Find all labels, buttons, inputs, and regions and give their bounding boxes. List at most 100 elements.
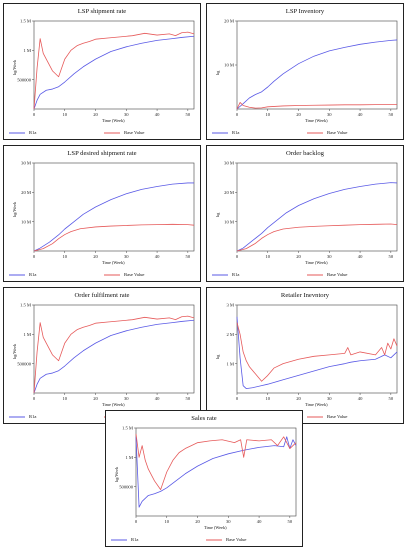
chart-svg: 0 10 20 30 40 50 10 M 20 M 30 M: [9, 161, 195, 276]
x-tick-label: 20: [296, 112, 301, 117]
series-line-base-value: [135, 433, 297, 490]
x-tick-label: 0: [33, 112, 36, 117]
y-tick-label: 1 M: [226, 361, 234, 366]
legend-label: Base Value: [124, 272, 145, 277]
x-tick-label: 20: [93, 396, 98, 401]
y-tick-label: 500000: [17, 361, 31, 366]
x-tick-label: 10: [265, 396, 270, 401]
x-axis-label: Time (Week): [102, 118, 125, 123]
y-axis-label: kg/Week: [12, 59, 17, 75]
chart-title: Retailer Inevntory: [280, 292, 330, 299]
x-axis-label: Time (Week): [305, 260, 328, 265]
legend-label: R1a: [29, 130, 37, 135]
chart-svg: 0 10 20 30 40 50 10 M 20 M: [212, 19, 398, 134]
y-tick-label: 1 M: [23, 332, 31, 337]
series-line-r1a: [33, 35, 195, 110]
x-tick-label: 0: [236, 396, 239, 401]
x-tick-label: 40: [257, 519, 262, 524]
y-tick-label: 30 M: [224, 161, 234, 166]
series-line-base-value: [33, 31, 195, 110]
x-tick-label: 30: [327, 112, 332, 117]
x-axis-label: Time (Week): [102, 260, 125, 265]
x-axis-label: Time (Week): [102, 402, 125, 407]
x-tick-label: 10: [265, 254, 270, 259]
chart-svg: 0 10 20 30 40 50 10 M 20 M 30 M: [212, 161, 398, 276]
legend-label: Base Value: [327, 130, 348, 135]
series-line-r1a: [33, 319, 195, 394]
legend-label: R1a: [232, 130, 240, 135]
chart-panel: LSP Inventory 0 10 20 30 40 50 10 M 20 M R1a Base …: [206, 3, 404, 140]
x-tick-label: 30: [327, 254, 332, 259]
y-tick-label: 10 M: [224, 63, 234, 68]
y-axis-label: kg: [215, 70, 220, 75]
y-axis-label: kg/Week: [114, 466, 119, 482]
chart-panel: Sales rate 0 10 20 30 40 50 500000 1 M 1.5 M R1a Ba…: [105, 410, 303, 547]
chart-title: LSP desired shipment rate: [67, 150, 137, 157]
series-line-base-value: [236, 223, 398, 252]
x-tick-label: 20: [195, 519, 200, 524]
y-tick-label: 10 M: [224, 219, 234, 224]
x-tick-label: 10: [62, 112, 67, 117]
x-tick-label: 50: [186, 112, 191, 117]
y-axis-label: kg/Week: [12, 201, 17, 217]
chart-panel: LSP shipment rate 0 10 20 30 40 50 500000 1 M 1.5…: [3, 3, 201, 140]
legend-label: Base Value: [226, 537, 247, 542]
x-tick-label: 30: [124, 396, 129, 401]
legend-label: Base Value: [124, 130, 145, 135]
chart-panel: Order backlog 0 10 20 30 40 50 10 M 20 M 30 M R1a B…: [206, 145, 404, 282]
x-tick-label: 20: [93, 254, 98, 259]
x-axis-label: Time (Week): [305, 402, 328, 407]
series-line-base-value: [236, 102, 397, 110]
x-tick-label: 30: [226, 519, 231, 524]
chart-svg: 0 10 20 30 40 50 500000 1 M 1.5 M: [9, 303, 195, 418]
chart-title: LSP Inventory: [285, 8, 325, 15]
x-tick-label: 0: [33, 254, 36, 259]
plot-area: [236, 162, 398, 252]
x-tick-label: 40: [155, 396, 160, 401]
x-axis-label: Time (Week): [305, 118, 328, 123]
y-axis-label: kg/Week: [12, 343, 17, 359]
legend-label: Base Value: [327, 414, 348, 419]
x-tick-label: 20: [93, 112, 98, 117]
x-tick-label: 30: [124, 112, 129, 117]
chart-svg: 0 10 20 30 40 50 500000 1 M 1.5 M: [9, 19, 195, 134]
y-tick-label: 20 M: [21, 190, 31, 195]
y-tick-label: 30 M: [21, 161, 31, 166]
x-tick-label: 40: [358, 254, 363, 259]
x-tick-label: 40: [358, 112, 363, 117]
plot-area: [236, 20, 398, 110]
legend-label: R1a: [29, 414, 37, 419]
chart-panel: LSP desired shipment rate 0 10 20 30 40 50 10 M…: [3, 145, 201, 282]
chart-panel: Order fulfilment rate 0 10 20 30 40 50 500000 1 …: [3, 287, 201, 424]
plot-area: [33, 20, 195, 110]
y-tick-label: 3 M: [226, 303, 234, 308]
x-tick-label: 50: [186, 254, 191, 259]
y-tick-label: 1.5 M: [122, 426, 133, 431]
chart-title: Order backlog: [286, 150, 324, 157]
x-tick-label: 30: [124, 254, 129, 259]
x-tick-label: 50: [389, 112, 394, 117]
plot-area: [135, 427, 297, 517]
series-line-r1a: [236, 316, 398, 389]
series-line-base-value: [33, 315, 195, 394]
y-tick-label: 20 M: [224, 19, 234, 24]
legend-label: R1a: [131, 537, 139, 542]
x-tick-label: 40: [358, 396, 363, 401]
x-tick-label: 20: [296, 396, 301, 401]
legend-label: R1a: [29, 272, 37, 277]
x-tick-label: 0: [135, 519, 138, 524]
x-tick-label: 10: [265, 112, 270, 117]
x-tick-label: 50: [186, 396, 191, 401]
y-tick-label: 2 M: [226, 332, 234, 337]
plot-area: [33, 304, 195, 394]
y-tick-label: 500000: [17, 77, 31, 82]
series-line-base-value: [236, 322, 398, 382]
y-tick-label: 1.5 M: [20, 303, 31, 308]
chart-svg: 0 10 20 30 40 50 500000 1 M 1.5 M: [111, 426, 297, 541]
series-line-r1a: [236, 182, 398, 252]
x-tick-label: 50: [389, 254, 394, 259]
x-tick-label: 10: [164, 519, 169, 524]
x-tick-label: 20: [296, 254, 301, 259]
y-tick-label: 20 M: [224, 190, 234, 195]
x-tick-label: 50: [389, 396, 394, 401]
